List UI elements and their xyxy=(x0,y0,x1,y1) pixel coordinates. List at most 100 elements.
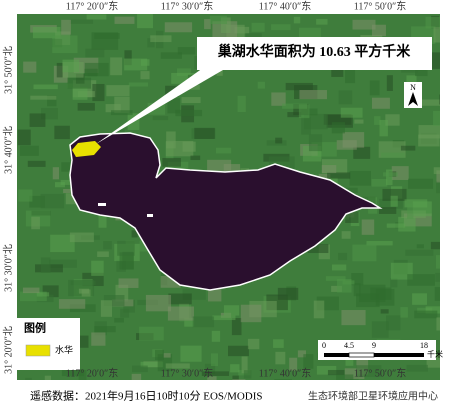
image-texture xyxy=(231,318,242,336)
image-texture xyxy=(209,15,227,25)
image-texture xyxy=(273,339,284,348)
image-texture xyxy=(293,16,301,24)
image-texture xyxy=(72,87,88,100)
image-texture xyxy=(85,48,105,58)
image-texture xyxy=(40,257,51,273)
image-texture xyxy=(352,244,377,262)
image-texture xyxy=(400,307,408,318)
image-texture xyxy=(166,131,176,149)
image-texture xyxy=(86,14,107,20)
image-texture xyxy=(430,241,440,250)
image-texture xyxy=(42,285,59,298)
longitude-label: 117° 30′0″东 xyxy=(161,366,213,379)
image-texture xyxy=(433,167,440,175)
latitude-label: 31° 20′0″北 xyxy=(2,326,14,374)
image-texture xyxy=(408,178,434,189)
image-texture xyxy=(385,114,400,126)
bloom-area xyxy=(72,141,101,157)
image-texture xyxy=(425,306,440,314)
image-texture xyxy=(342,132,365,148)
image-texture xyxy=(275,351,286,365)
image-texture xyxy=(175,109,203,117)
image-texture xyxy=(94,326,116,333)
image-texture xyxy=(98,214,107,228)
image-texture xyxy=(439,94,440,105)
image-texture xyxy=(106,85,130,97)
image-texture xyxy=(353,146,371,159)
image-texture xyxy=(23,61,37,73)
image-texture xyxy=(232,379,246,380)
image-texture xyxy=(131,230,138,238)
image-texture xyxy=(344,368,365,380)
image-texture xyxy=(182,288,206,300)
image-texture xyxy=(386,75,393,91)
image-texture xyxy=(181,97,201,104)
image-texture xyxy=(416,99,440,106)
image-texture xyxy=(204,363,216,374)
image-texture xyxy=(230,364,240,373)
image-texture xyxy=(131,373,142,380)
image-texture xyxy=(152,116,169,121)
satellite-image xyxy=(17,14,440,380)
image-texture xyxy=(79,335,89,348)
image-texture xyxy=(171,72,199,84)
image-texture xyxy=(434,287,440,301)
callout-pointer xyxy=(96,63,235,144)
lake xyxy=(69,132,383,291)
image-texture xyxy=(407,274,435,286)
image-texture xyxy=(390,278,398,288)
image-texture xyxy=(58,299,86,309)
image-texture xyxy=(145,294,172,312)
image-texture xyxy=(103,295,125,307)
image-texture xyxy=(18,189,33,202)
footer-source: 遥感数据：2021年9月16日10时10分 EOS/MODIS xyxy=(30,389,263,403)
image-texture xyxy=(177,47,196,55)
image-texture xyxy=(182,141,196,152)
image-texture xyxy=(103,241,112,250)
legend-title: 图例 xyxy=(24,321,46,335)
image-texture xyxy=(418,134,440,147)
image-texture xyxy=(433,27,440,43)
image-texture xyxy=(212,315,236,321)
image-texture xyxy=(162,157,181,167)
image-texture xyxy=(160,275,181,288)
image-texture xyxy=(436,317,440,331)
image-texture xyxy=(29,113,46,127)
image-texture xyxy=(436,180,440,194)
image-texture xyxy=(331,264,347,271)
image-texture xyxy=(211,330,221,342)
image-texture xyxy=(298,104,310,119)
image-texture xyxy=(164,22,193,33)
legend-item: 水华 xyxy=(55,344,73,355)
image-texture xyxy=(386,223,406,228)
image-texture xyxy=(110,110,133,116)
image-texture xyxy=(140,361,164,368)
image-texture xyxy=(277,287,299,300)
image-texture xyxy=(163,353,171,358)
image-texture xyxy=(220,17,231,34)
image-texture xyxy=(406,364,428,372)
longitude-label: 117° 50′0″东 xyxy=(354,0,406,12)
longitude-label: 117° 20′0″东 xyxy=(66,0,118,12)
image-texture xyxy=(345,68,356,84)
image-texture xyxy=(94,33,120,39)
image-texture xyxy=(69,232,94,243)
image-texture xyxy=(271,24,291,31)
image-texture xyxy=(304,113,328,130)
image-texture xyxy=(232,375,239,380)
image-texture xyxy=(331,122,345,134)
image-texture xyxy=(416,244,424,249)
image-texture xyxy=(383,172,398,177)
image-texture xyxy=(417,307,433,313)
image-texture xyxy=(52,35,78,54)
image-texture xyxy=(414,310,438,319)
image-texture xyxy=(41,107,58,120)
image-texture xyxy=(353,283,361,297)
image-texture xyxy=(29,195,45,208)
image-texture xyxy=(354,119,364,124)
callout-text: 巢湖水华面积为 10.63 平方千米 xyxy=(217,43,411,60)
image-texture xyxy=(404,199,428,208)
latitude-label: 31° 40′0″北 xyxy=(2,126,14,174)
